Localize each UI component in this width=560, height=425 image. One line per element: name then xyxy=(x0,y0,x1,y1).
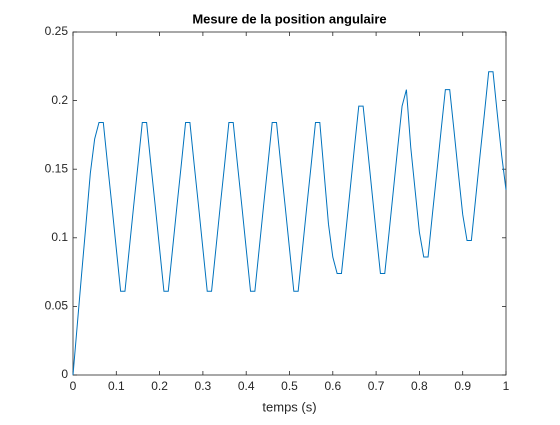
x-tick-label: 0.5 xyxy=(281,379,298,393)
x-axis-label: temps (s) xyxy=(262,399,316,414)
x-tick-label: 0.1 xyxy=(108,379,125,393)
x-tick-label: 0.3 xyxy=(195,379,212,393)
chart-title: Mesure de la position angulaire xyxy=(192,11,386,26)
y-tick-label: 0.05 xyxy=(45,299,69,313)
y-tick-label: 0.1 xyxy=(51,230,68,244)
x-tick-label: 0.7 xyxy=(368,379,385,393)
y-tick-label: 0 xyxy=(61,367,68,381)
x-tick-label: 1 xyxy=(503,379,510,393)
y-tick-label: 0.25 xyxy=(45,24,69,38)
x-tick-label: 0.9 xyxy=(454,379,471,393)
x-tick-label: 0.4 xyxy=(238,379,255,393)
x-tick-label: 0.2 xyxy=(151,379,168,393)
y-tick-label: 0.2 xyxy=(51,93,68,107)
x-tick-label: 0 xyxy=(70,379,77,393)
y-tick-label: 0.15 xyxy=(45,161,69,175)
x-tick-label: 0.8 xyxy=(411,379,428,393)
axes-box xyxy=(72,31,507,376)
data-line xyxy=(72,71,507,376)
x-tick-label: 0.6 xyxy=(324,379,341,393)
